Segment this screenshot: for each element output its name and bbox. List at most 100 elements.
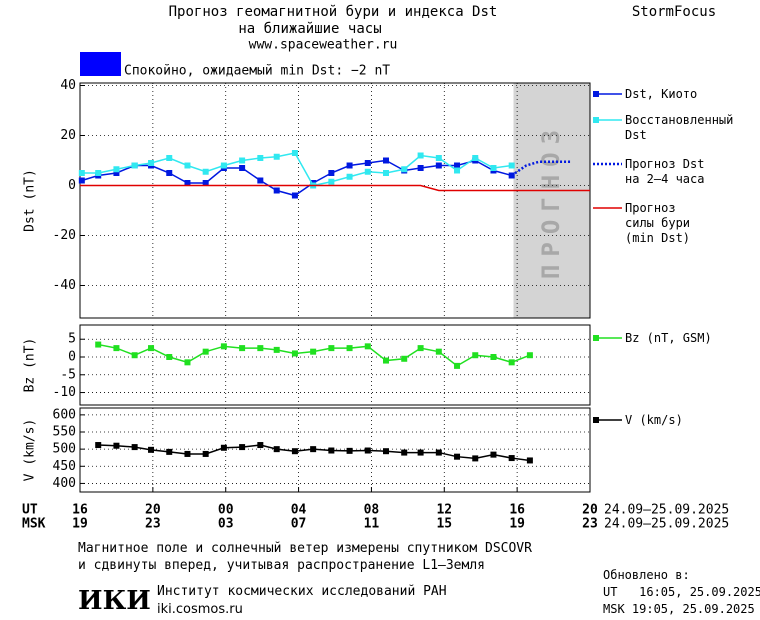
data-point bbox=[417, 345, 424, 352]
legend-label: V (km/s) bbox=[625, 413, 683, 427]
x-tick-label: 16 bbox=[509, 503, 525, 518]
data-point bbox=[148, 160, 155, 166]
series-line bbox=[98, 343, 531, 367]
data-point bbox=[310, 446, 317, 453]
url: www.spaceweather.ru bbox=[249, 38, 398, 53]
data-point bbox=[472, 455, 479, 462]
data-point bbox=[291, 448, 298, 455]
brand: StormFocus bbox=[632, 4, 716, 20]
subtitle: на ближайшие часы bbox=[238, 21, 381, 37]
data-point bbox=[472, 352, 479, 359]
data-point bbox=[202, 348, 209, 355]
data-point bbox=[202, 180, 209, 186]
data-point bbox=[346, 345, 353, 352]
legend-swatch bbox=[593, 117, 599, 123]
data-point bbox=[346, 447, 353, 454]
data-point bbox=[95, 442, 102, 449]
y-tick-label: 450 bbox=[53, 459, 76, 474]
data-point bbox=[148, 345, 155, 352]
forecast-band bbox=[513, 83, 590, 318]
data-point bbox=[257, 345, 264, 352]
x-tick-label: 08 bbox=[364, 503, 380, 518]
updated: Обновлено в: bbox=[603, 568, 690, 582]
data-point bbox=[383, 357, 389, 364]
data-point bbox=[490, 354, 497, 360]
data-point bbox=[310, 348, 317, 355]
forecast-label: ПРОГНОЗ bbox=[537, 122, 565, 279]
data-point bbox=[435, 348, 442, 355]
x-tick-label: 00 bbox=[218, 503, 234, 518]
y-tick-label: 40 bbox=[60, 78, 76, 93]
y-tick-label: 20 bbox=[60, 128, 76, 143]
data-point bbox=[95, 170, 102, 176]
legend-label: Прогноз силы бури (min Dst) bbox=[625, 201, 691, 245]
data-point bbox=[273, 153, 280, 160]
data-point bbox=[508, 162, 515, 169]
title: Прогноз геомагнитной бури и индекса Dst bbox=[169, 4, 498, 20]
data-point bbox=[346, 173, 353, 180]
data-point bbox=[435, 155, 442, 161]
data-point bbox=[257, 155, 264, 161]
data-point bbox=[346, 162, 353, 169]
series-line bbox=[81, 152, 512, 187]
data-point bbox=[273, 187, 280, 194]
data-point bbox=[328, 170, 335, 176]
data-point bbox=[454, 453, 461, 460]
data-point bbox=[220, 162, 227, 169]
legend-label: Bz (nT, GSM) bbox=[625, 331, 712, 345]
data-point bbox=[291, 150, 298, 156]
y-axis-label: V (km/s) bbox=[23, 419, 38, 482]
plot-frame bbox=[79, 407, 591, 493]
y-tick-label: 0 bbox=[68, 178, 76, 193]
x-tick-label-msk: 23 bbox=[582, 517, 598, 532]
data-point bbox=[239, 157, 246, 164]
legend-swatch bbox=[593, 417, 599, 423]
data-point bbox=[220, 444, 227, 451]
data-point bbox=[113, 170, 120, 176]
y-tick-label: -40 bbox=[53, 278, 76, 293]
plot-frame bbox=[79, 324, 591, 406]
data-point bbox=[166, 155, 173, 161]
data-point bbox=[417, 449, 424, 456]
data-point bbox=[184, 359, 191, 366]
data-point bbox=[383, 157, 389, 164]
data-point bbox=[364, 168, 371, 175]
legend-swatch bbox=[593, 91, 599, 97]
x-tick-label: 20 bbox=[582, 503, 598, 518]
series-line bbox=[80, 184, 590, 192]
data-point bbox=[490, 165, 497, 171]
y-tick-label: 550 bbox=[53, 425, 76, 440]
y-tick-label: 500 bbox=[53, 442, 76, 457]
y-tick-label: -20 bbox=[53, 228, 76, 243]
data-point bbox=[95, 341, 102, 348]
data-point bbox=[113, 166, 120, 173]
legend-label: Восстановленный Dst bbox=[625, 113, 734, 142]
y-tick-label: -10 bbox=[53, 385, 76, 400]
data-point bbox=[435, 449, 442, 456]
y-tick-label: -5 bbox=[60, 367, 76, 382]
y-tick-label: 5 bbox=[68, 332, 76, 347]
y-tick-label: 600 bbox=[53, 407, 76, 422]
status-box bbox=[80, 52, 121, 76]
footer-note: Магнитное поле и солнечный ветер измерен… bbox=[78, 541, 532, 556]
site: iki.cosmos.ru bbox=[157, 602, 243, 617]
x-tick-label-msk: 03 bbox=[218, 517, 234, 532]
data-point bbox=[508, 359, 515, 366]
data-point bbox=[364, 343, 371, 350]
data-point bbox=[383, 170, 389, 176]
data-point bbox=[328, 345, 335, 352]
data-point bbox=[239, 165, 246, 171]
ut-dates: 24.09–25.09.2025 bbox=[604, 503, 729, 518]
legend-swatch bbox=[593, 335, 599, 341]
updated-msk: MSK 19:05, 25.09.2025 bbox=[603, 602, 755, 616]
data-point bbox=[78, 170, 85, 176]
data-point bbox=[273, 446, 280, 453]
data-point bbox=[526, 352, 533, 359]
data-point bbox=[131, 162, 138, 169]
updated-ut: UT 16:05, 25.09.2025 bbox=[603, 585, 760, 599]
data-point bbox=[454, 362, 461, 369]
legend-label: Прогноз Dst на 2–4 часа bbox=[625, 157, 705, 186]
msk-dates: 24.09–25.09.2025 bbox=[604, 517, 729, 532]
data-point bbox=[184, 450, 191, 457]
